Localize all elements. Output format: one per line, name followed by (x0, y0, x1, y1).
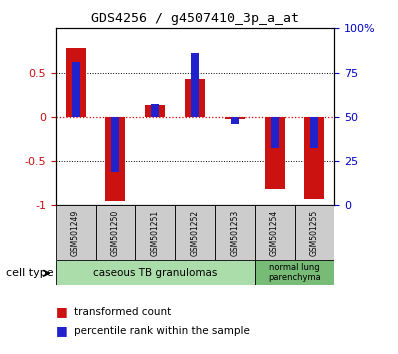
Bar (56, 260, 255, 285)
Bar (265, 117, 285, 189)
Bar (304, 117, 324, 199)
Text: GSM501252: GSM501252 (191, 210, 199, 256)
Bar (135, 205, 175, 260)
Bar (56, 205, 96, 260)
Bar (96, 205, 135, 260)
Text: percentile rank within the sample: percentile rank within the sample (74, 326, 250, 336)
Bar (66, 48, 86, 117)
Text: GSM501251: GSM501251 (151, 210, 160, 256)
Text: GSM501254: GSM501254 (270, 210, 279, 256)
Bar (191, 53, 199, 117)
Text: transformed count: transformed count (74, 307, 171, 316)
Text: GSM501253: GSM501253 (230, 210, 239, 256)
Bar (310, 117, 318, 148)
Bar (175, 205, 215, 260)
Bar (255, 260, 334, 285)
Text: caseous TB granulomas: caseous TB granulomas (93, 268, 217, 278)
Bar (111, 117, 119, 172)
Text: GSM501250: GSM501250 (111, 210, 120, 256)
Text: ■: ■ (56, 305, 68, 318)
Bar (271, 117, 279, 148)
Bar (151, 104, 159, 117)
Text: GDS4256 / g4507410_3p_a_at: GDS4256 / g4507410_3p_a_at (91, 12, 299, 25)
Bar (231, 117, 239, 124)
Bar (255, 205, 295, 260)
Bar (225, 117, 245, 120)
Bar (215, 205, 255, 260)
Text: GSM501249: GSM501249 (71, 210, 80, 256)
Bar (295, 205, 334, 260)
Bar (185, 79, 205, 117)
Bar (145, 105, 165, 117)
Text: GSM501255: GSM501255 (310, 210, 319, 256)
Text: cell type: cell type (6, 268, 54, 278)
Bar (105, 117, 125, 201)
Text: normal lung
parenchyma: normal lung parenchyma (268, 263, 321, 282)
Bar (72, 62, 80, 117)
Text: ■: ■ (56, 325, 68, 337)
